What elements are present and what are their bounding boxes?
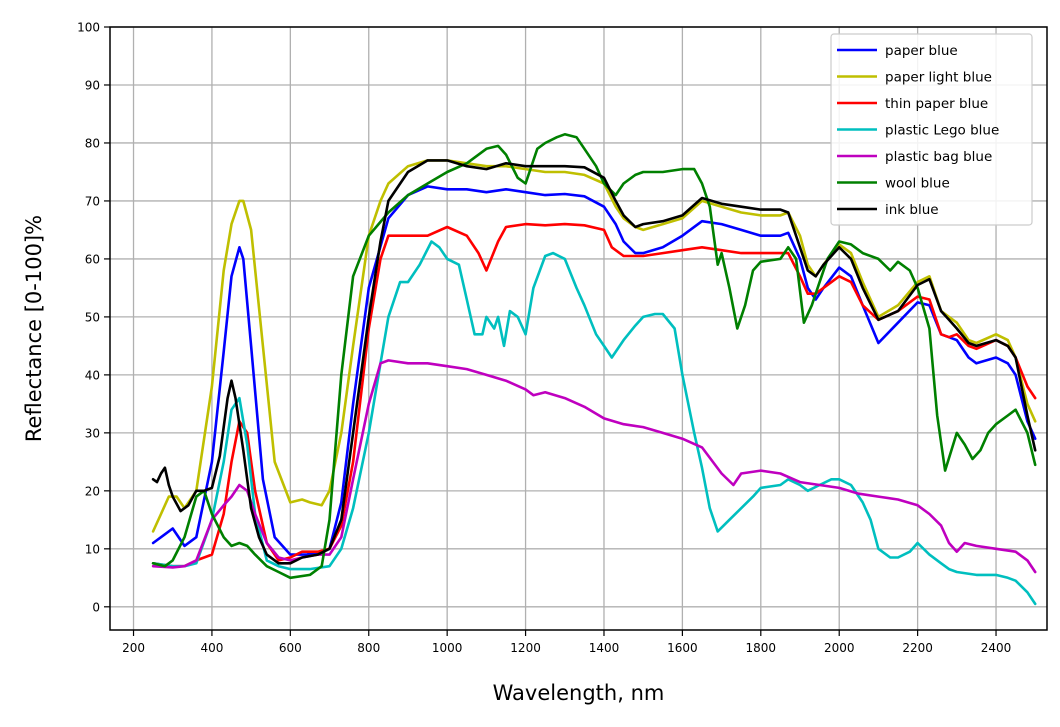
legend-entry-label: thin paper blue bbox=[885, 96, 988, 112]
plot-frame bbox=[109, 26, 1048, 631]
series-line-1 bbox=[151, 159, 1037, 533]
y-axis-label: Reflectance [0-100]% bbox=[22, 215, 46, 442]
legend: paper blue paper light blue thin paper blu… bbox=[830, 33, 1033, 226]
x-tick-label: 2000 bbox=[824, 641, 855, 655]
x-tick-label: 200 bbox=[122, 641, 145, 655]
y-tick-label: 70 bbox=[85, 194, 100, 208]
y-tick-label: 30 bbox=[85, 426, 100, 440]
y-tick-label: 50 bbox=[85, 310, 100, 324]
x-tick-label: 600 bbox=[279, 641, 302, 655]
y-tick-label: 10 bbox=[85, 542, 100, 556]
x-tick-label: 1800 bbox=[746, 641, 777, 655]
legend-entry-label: paper blue bbox=[885, 43, 958, 59]
x-tick-label: 1000 bbox=[432, 641, 463, 655]
series-line-4 bbox=[151, 359, 1037, 574]
x-tick-label: 2200 bbox=[902, 641, 933, 655]
y-tick-label: 90 bbox=[85, 78, 100, 92]
x-tick-label: 2400 bbox=[981, 641, 1012, 655]
x-tick-label: 1200 bbox=[510, 641, 541, 655]
legend-box bbox=[830, 33, 1033, 226]
series-lines bbox=[151, 133, 1037, 606]
x-axis-label: Wavelength, nm bbox=[493, 681, 665, 705]
series-line-5 bbox=[151, 133, 1037, 580]
legend-entry-label: wool blue bbox=[885, 176, 950, 192]
x-tick-label: 400 bbox=[200, 641, 223, 655]
series-line-6 bbox=[151, 159, 1037, 565]
y-tick-label: 20 bbox=[85, 484, 100, 498]
y-tick-label: 60 bbox=[85, 252, 100, 266]
legend-entry-label: paper light blue bbox=[885, 70, 992, 86]
x-tick-label: 1600 bbox=[667, 641, 698, 655]
y-tick-label: 80 bbox=[85, 136, 100, 150]
x-tick-label: 1400 bbox=[589, 641, 620, 655]
y-tick-label: 40 bbox=[85, 368, 100, 382]
x-tick-label: 800 bbox=[357, 641, 380, 655]
legend-entry-label: plastic Lego blue bbox=[885, 123, 999, 139]
y-tick-label: 100 bbox=[77, 21, 100, 35]
legend-entry-label: plastic bag blue bbox=[885, 149, 992, 165]
legend-entry-label: ink blue bbox=[885, 202, 939, 218]
axis-ticks: 200 400 600 800 1000 1200 1400 1600 1800 2000 2200… bbox=[77, 21, 1011, 656]
series-line-3 bbox=[151, 240, 1037, 606]
y-tick-label: 0 bbox=[92, 600, 100, 614]
